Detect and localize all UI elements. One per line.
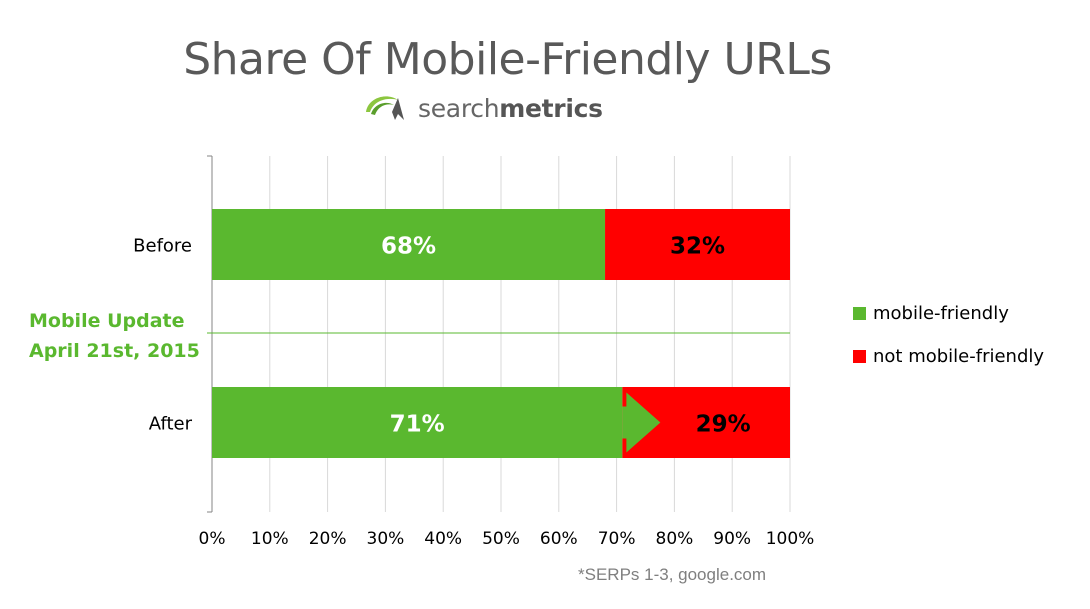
x-tick-label: 0% xyxy=(199,529,226,549)
legend: mobile-friendly not mobile-friendly xyxy=(853,302,1044,388)
x-tick-label: 30% xyxy=(367,529,405,549)
category-label: After xyxy=(149,414,193,435)
x-tick-label: 50% xyxy=(482,529,520,549)
annotation-line-2: April 21st, 2015 xyxy=(29,340,200,362)
x-tick-label: 10% xyxy=(251,529,289,549)
searchmetrics-logo: searchmetrics xyxy=(362,88,603,128)
x-tick-label: 80% xyxy=(656,529,694,549)
legend-swatch xyxy=(853,349,866,363)
data-label: 29% xyxy=(696,412,751,438)
x-tick-label: 40% xyxy=(424,529,462,549)
bar-segment xyxy=(605,209,790,280)
logo-wordmark: searchmetrics xyxy=(418,93,603,123)
bar-segment xyxy=(212,387,623,458)
legend-item: not mobile-friendly xyxy=(853,345,1044,367)
legend-label: not mobile-friendly xyxy=(873,345,1045,367)
category-label: Before xyxy=(133,236,192,257)
legend-item: mobile-friendly xyxy=(853,302,1044,324)
data-label: 32% xyxy=(670,234,725,260)
searchmetrics-swoosh-icon xyxy=(366,96,404,120)
x-tick-label: 60% xyxy=(540,529,578,549)
x-tick-label: 90% xyxy=(713,529,751,549)
x-tick-label: 70% xyxy=(598,529,636,549)
legend-label: mobile-friendly xyxy=(873,302,1009,324)
data-label: 68% xyxy=(381,234,436,260)
annotation-line-1: Mobile Update xyxy=(29,310,185,332)
x-tick-label: 20% xyxy=(309,529,347,549)
data-label: 71% xyxy=(390,412,445,438)
shift-arrow-icon xyxy=(622,392,661,453)
footnote: *SERPs 1-3, google.com xyxy=(578,565,767,584)
chart-title: Share Of Mobile-Friendly URLs xyxy=(183,34,832,85)
legend-swatch xyxy=(853,306,866,320)
bar-segment xyxy=(212,209,606,280)
x-tick-label: 100% xyxy=(766,529,815,549)
